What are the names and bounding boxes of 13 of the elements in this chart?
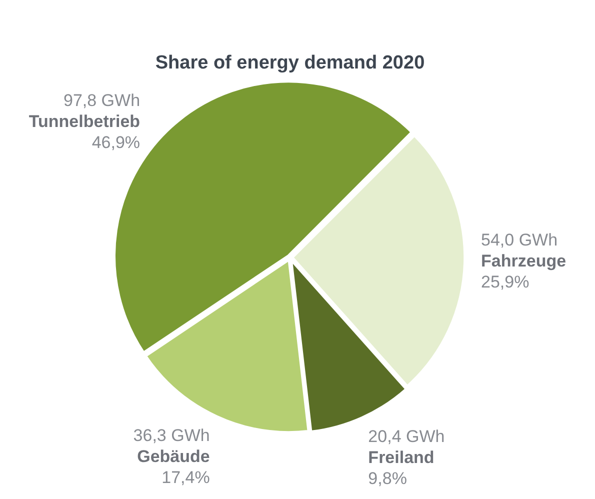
data-label: 97,8 GWh bbox=[63, 90, 140, 110]
chart-title: Share of energy demand 2020 bbox=[155, 52, 425, 74]
slice-label: Gebäude bbox=[137, 447, 210, 466]
data-label: 36,3 GWh bbox=[133, 426, 210, 446]
data-label: 54,0 GWh bbox=[481, 230, 558, 250]
text: 25,9% bbox=[481, 272, 530, 292]
slice-label: Tunnelbetrieb bbox=[28, 112, 140, 131]
slice-label: Freiland bbox=[368, 448, 434, 468]
slice-label: Fahrzeuge bbox=[481, 251, 566, 270]
text: 9,8% bbox=[368, 469, 407, 488]
data-label: 20,4 GWh bbox=[368, 427, 445, 446]
text: 17,4% bbox=[162, 468, 210, 488]
text: 46,9% bbox=[92, 132, 140, 152]
